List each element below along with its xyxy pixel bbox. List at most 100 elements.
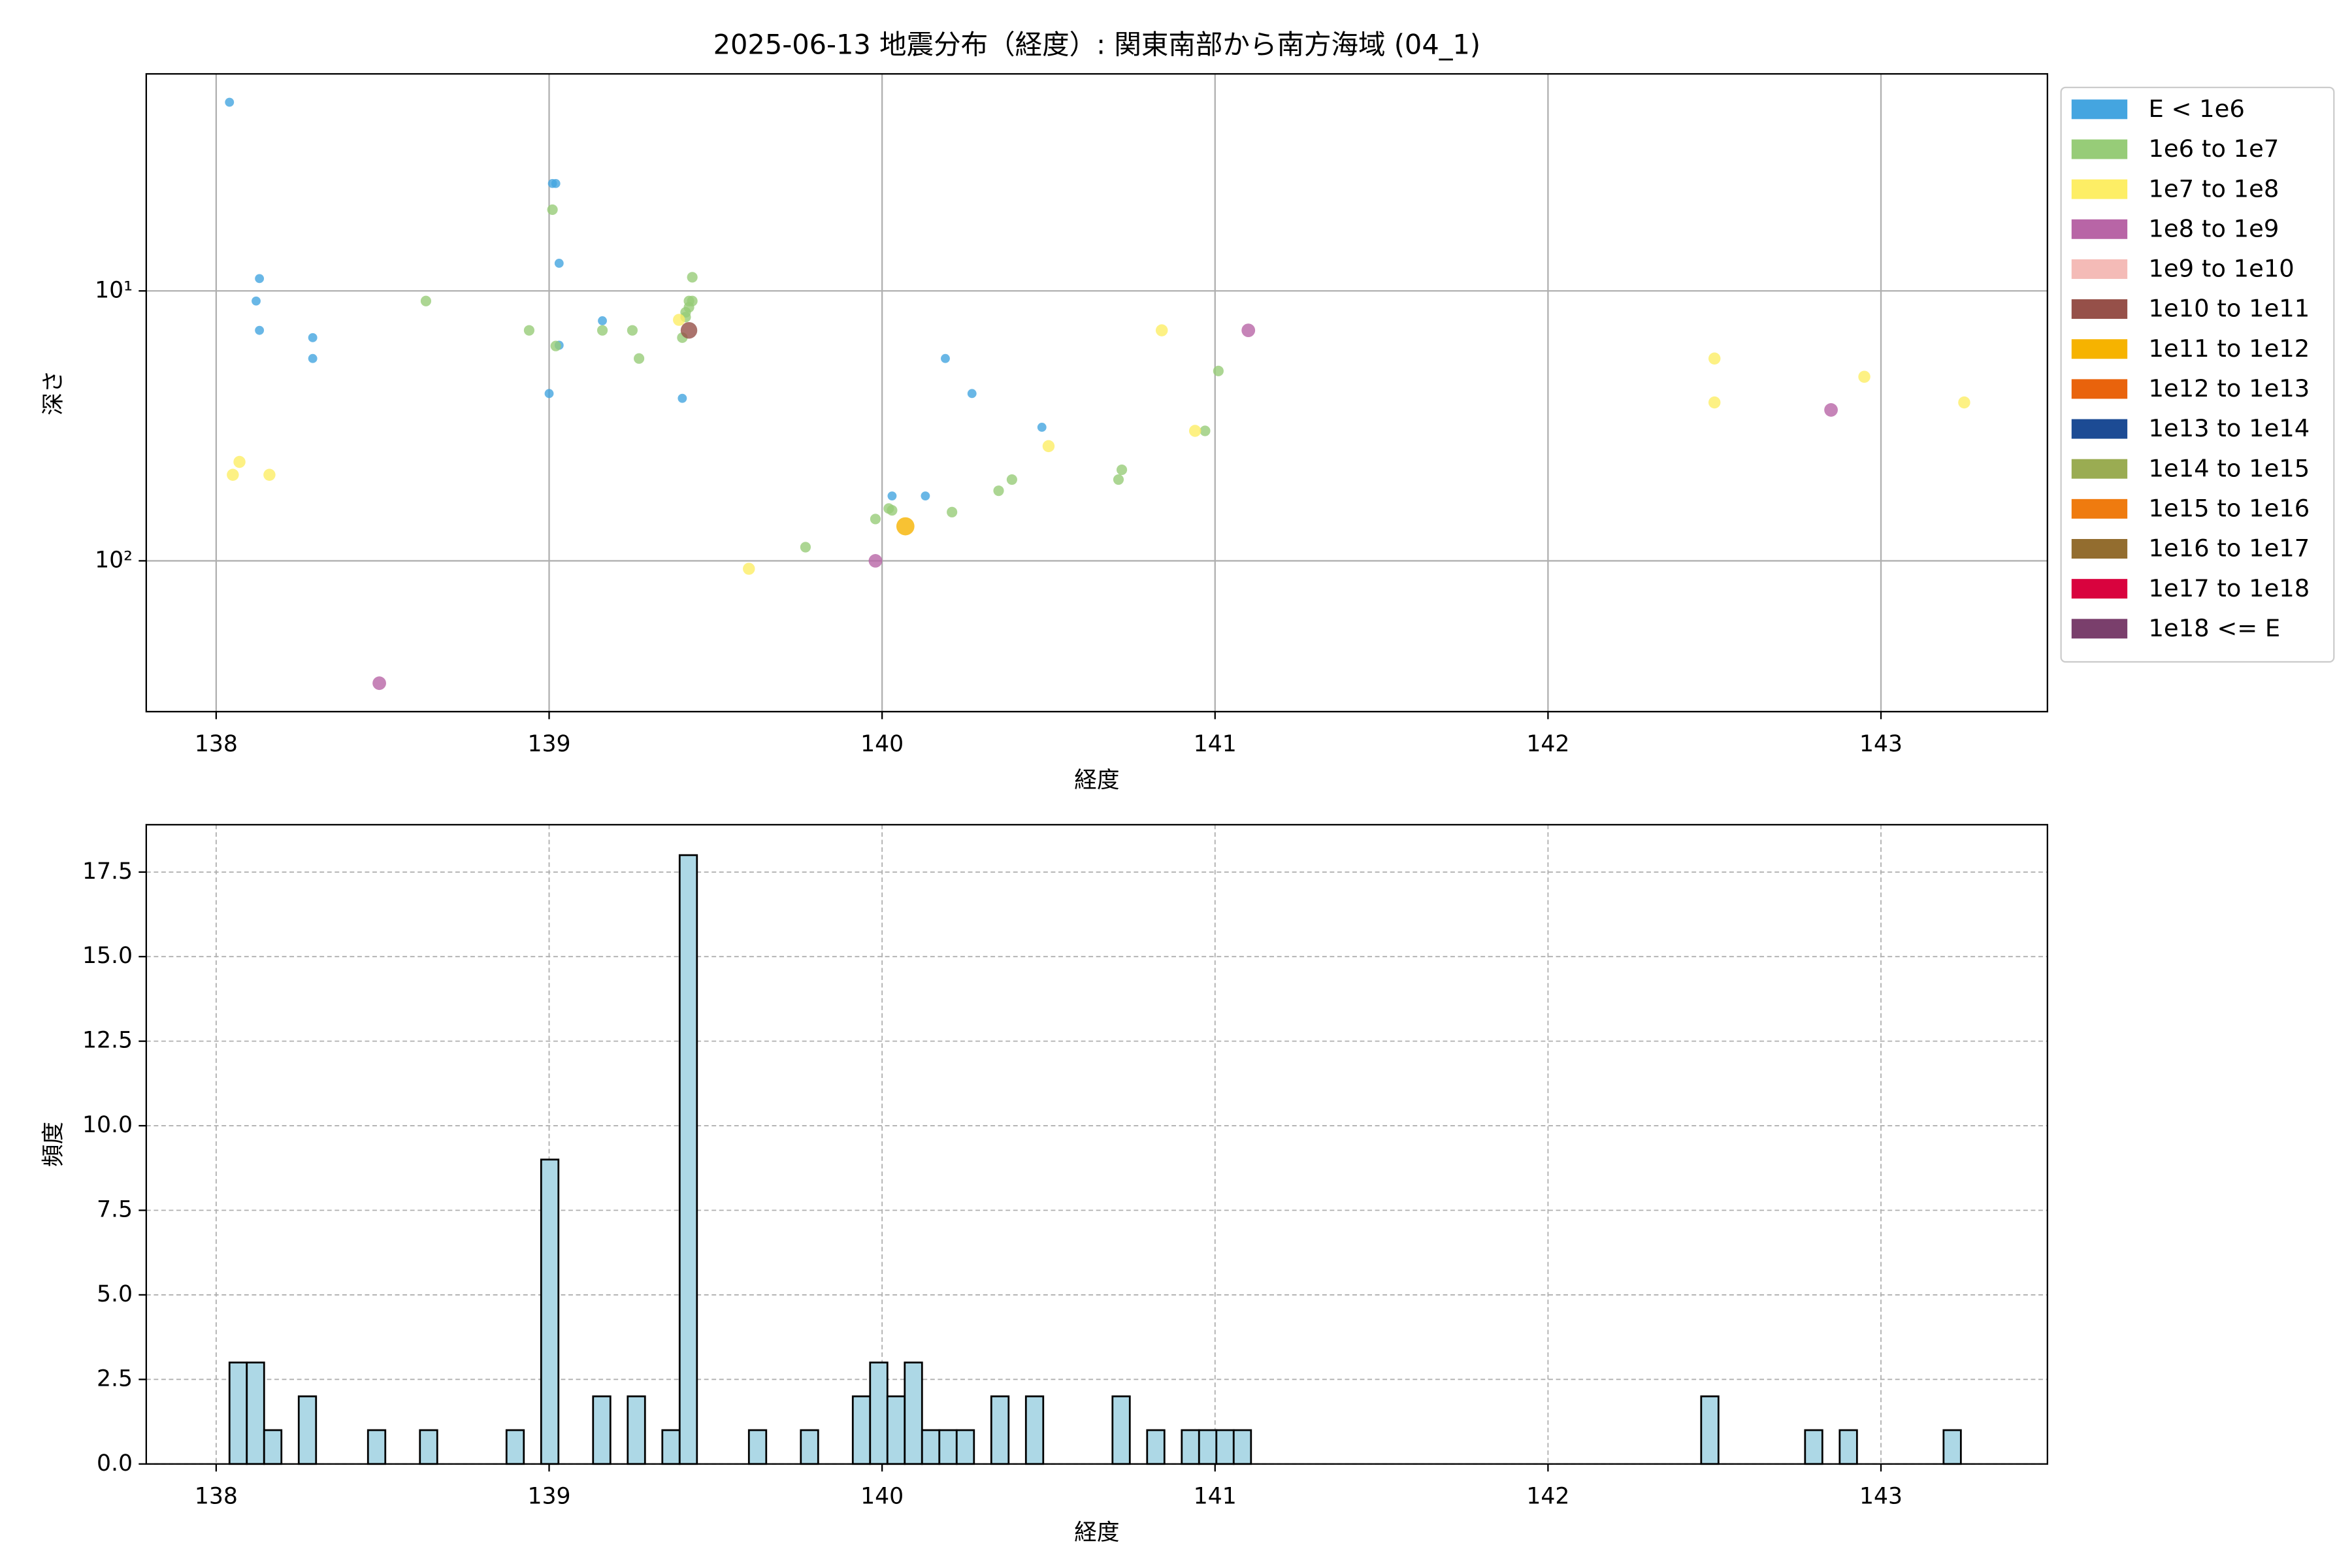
legend-swatch [2071,139,2128,159]
bar [851,1395,872,1465]
point [921,491,930,501]
point [308,353,318,363]
bar [1146,1429,1166,1465]
legend-label: 1e10 to 1e11 [2148,295,2310,323]
legend-swatch [2071,179,2128,199]
bar [246,1362,265,1465]
point [887,505,898,516]
legend-swatch [2071,219,2128,239]
bar [921,1429,941,1465]
point [870,514,881,525]
point [1708,396,1721,409]
point [1241,323,1256,338]
bar [661,1429,681,1465]
legend-label: 1e13 to 1e14 [2148,414,2310,442]
legend-swatch [2071,379,2128,399]
bar [938,1429,958,1465]
x-tick-label: 139 [527,1484,570,1510]
point [233,455,246,468]
point [1037,423,1047,432]
bar [419,1429,438,1465]
point [627,325,638,336]
x-tick-label: 142 [1526,1484,1569,1510]
bar [678,854,698,1465]
bar [1111,1395,1131,1465]
point [598,316,607,325]
legend-swatch [2071,99,2128,120]
y-tick-label: 10.0 [82,1112,133,1138]
point [523,325,535,336]
bar [1942,1429,1962,1465]
bar [627,1395,646,1465]
legend-label: 1e8 to 1e9 [2148,214,2279,242]
legend-swatch [2071,539,2128,559]
point [544,389,554,399]
y-tick-label: 5.0 [97,1281,133,1307]
bar [297,1395,318,1465]
x-tick-label: 143 [1859,1484,1903,1510]
point [1708,352,1721,365]
point [941,353,950,363]
point [678,393,687,403]
bar [1198,1429,1218,1465]
point [967,389,977,399]
point [1116,465,1128,476]
point [252,296,261,306]
bar [1838,1429,1858,1465]
point [687,272,698,283]
point [634,353,645,364]
legend-label: 1e9 to 1e10 [2148,255,2294,283]
legend-label: 1e15 to 1e16 [2148,495,2310,523]
bar [800,1429,819,1465]
point [1824,403,1838,417]
legend-box [2060,86,2335,663]
plot-frame [145,73,2048,713]
bar [540,1158,560,1465]
legend-label: 1e12 to 1e13 [2148,374,2310,402]
x-tick-label: 140 [860,731,904,757]
bar [1804,1429,1823,1465]
point [800,542,811,553]
bar [886,1395,906,1465]
x-tick-label: 143 [1859,731,1903,757]
x-tick-label: 142 [1526,731,1569,757]
y-tick-label: 10² [95,547,133,573]
point [673,314,685,326]
bar [367,1429,387,1465]
point [550,340,561,351]
point [1113,474,1124,485]
x-tick-label: 141 [1194,1484,1237,1510]
point [1006,474,1017,485]
bar [1215,1429,1235,1465]
y-axis-label: 頻度 [41,1122,67,1167]
y-tick-label: 2.5 [97,1365,133,1392]
x-tick-label: 140 [860,1484,904,1510]
bar [955,1429,975,1465]
legend-swatch [2071,459,2128,479]
bar [505,1429,525,1465]
point [1042,440,1055,453]
bar [592,1395,612,1465]
bar [1024,1395,1045,1465]
bar [1700,1395,1720,1465]
point [743,563,755,575]
legend-label: 1e14 to 1e15 [2148,454,2310,482]
y-tick-label: 10¹ [95,277,133,303]
legend-swatch [2071,339,2128,359]
x-tick-label: 138 [195,1484,238,1510]
point [683,302,694,313]
legend-swatch [2071,419,2128,439]
bar [228,1362,248,1465]
bar [990,1395,1010,1465]
point [308,333,318,342]
legend-label: 1e16 to 1e17 [2148,534,2310,563]
point [947,506,958,517]
point [868,554,883,568]
legend-swatch [2071,299,2128,319]
point [547,204,558,215]
y-tick-label: 7.5 [97,1196,133,1222]
x-tick-label: 139 [527,731,570,757]
y-tick-label: 0.0 [97,1450,133,1477]
